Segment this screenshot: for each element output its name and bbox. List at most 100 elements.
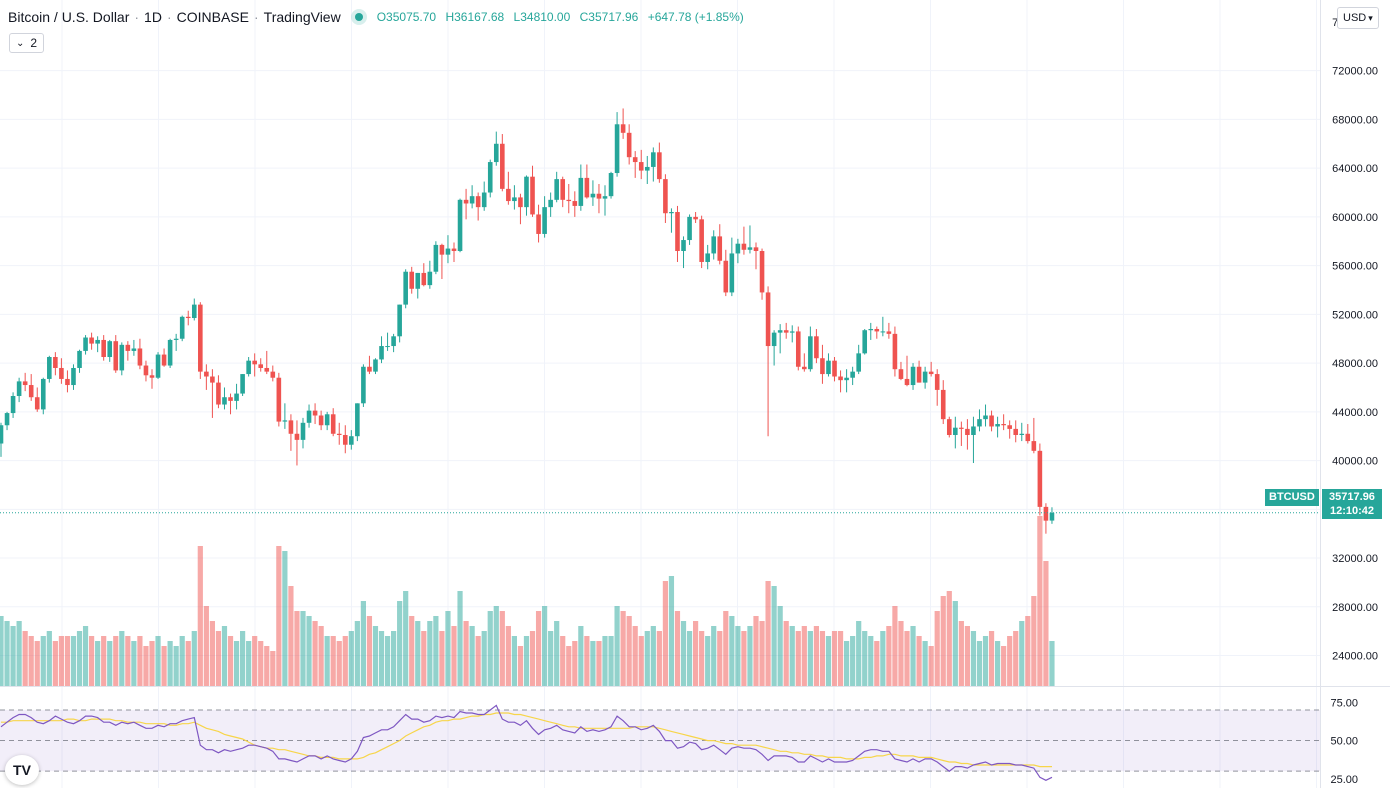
candle — [318, 410, 324, 431]
symbol-name[interactable]: Bitcoin / U.S. Dollar — [8, 9, 130, 25]
candle — [409, 266, 415, 294]
candle-body — [324, 414, 330, 426]
candle — [246, 357, 251, 377]
candle — [971, 416, 976, 464]
volume-bar — [391, 631, 397, 686]
volume-bar — [928, 646, 934, 686]
candle-body — [977, 419, 982, 427]
candle — [258, 358, 264, 372]
indicators-toggle-button[interactable]: ⌄ 2 — [9, 33, 45, 53]
volume-bar — [46, 631, 52, 686]
candle-body — [10, 396, 16, 414]
candle — [439, 243, 445, 280]
price-axis-label: 52000.00 — [1332, 309, 1378, 321]
candle — [518, 193, 523, 225]
price-axis-label: 40000.00 — [1332, 456, 1378, 468]
volume-bar — [155, 636, 161, 686]
candle — [705, 244, 710, 270]
candle — [493, 131, 499, 166]
candle — [530, 165, 535, 217]
candle-body — [264, 367, 270, 372]
candle — [143, 360, 149, 382]
candle — [0, 422, 4, 457]
volume-bar — [874, 641, 880, 686]
tradingview-logo-icon[interactable]: TV — [5, 755, 39, 785]
volume-bar — [578, 626, 584, 686]
volume-bar — [360, 601, 366, 686]
candle-body — [681, 240, 686, 252]
candle — [349, 430, 354, 450]
candle — [717, 224, 723, 265]
candle-body — [131, 348, 137, 351]
volume-bar — [82, 626, 89, 686]
candle — [22, 372, 28, 392]
volume-bar — [1013, 631, 1019, 686]
candle — [481, 181, 487, 211]
candle — [137, 338, 143, 370]
candle — [1025, 424, 1031, 444]
volume-bar — [693, 621, 699, 686]
candle — [264, 350, 270, 375]
candle-body — [1025, 433, 1031, 442]
candle — [934, 369, 940, 406]
volume-bar — [904, 631, 910, 686]
candle — [608, 171, 614, 199]
candle — [808, 326, 813, 372]
price-axis-label: 24000.00 — [1332, 651, 1378, 663]
volume-bar — [397, 601, 403, 686]
candle-body — [0, 425, 4, 444]
candle — [1043, 503, 1049, 534]
candle — [53, 352, 58, 376]
volume-bar — [705, 636, 711, 686]
candle-body — [246, 360, 251, 375]
candle-body — [675, 212, 680, 252]
high-key: H — [445, 10, 455, 24]
volume-bar — [270, 651, 276, 686]
candle-body — [620, 124, 626, 133]
volume-bar — [614, 606, 620, 686]
candle-body — [427, 271, 433, 286]
candle-body — [1007, 425, 1012, 429]
candle-body — [457, 199, 463, 252]
candle-body — [735, 243, 741, 254]
candle — [928, 361, 934, 377]
candle — [886, 322, 892, 339]
candle-body — [330, 414, 336, 434]
candle — [300, 417, 306, 449]
candle-body — [910, 366, 916, 386]
volume-bar — [626, 616, 632, 686]
last-price-tag: 35717.96 12:10:42 — [1322, 489, 1382, 519]
volume-bar — [1019, 621, 1025, 686]
candle — [385, 332, 390, 351]
candle-body — [65, 378, 70, 386]
volume-bar — [348, 631, 354, 686]
candle — [644, 155, 650, 184]
candle — [765, 286, 771, 437]
volume-bar — [372, 626, 379, 686]
candle — [10, 392, 16, 418]
candle — [222, 387, 227, 410]
candle — [892, 326, 898, 377]
volume-bar — [566, 646, 572, 686]
candle-body — [433, 244, 439, 272]
interval-label[interactable]: 1D — [144, 9, 162, 25]
volume-bar — [227, 636, 234, 686]
volume-bar — [125, 636, 131, 686]
currency-select[interactable]: USD ▾ — [1337, 7, 1379, 29]
candle-body — [657, 152, 662, 180]
volume-bar — [378, 631, 385, 686]
candle-body — [596, 193, 602, 199]
candle-body — [336, 433, 342, 435]
candle-body — [149, 375, 155, 378]
candle-body — [832, 360, 837, 377]
candle-body — [53, 357, 58, 368]
candle-body — [638, 162, 644, 171]
volume-bar — [457, 591, 463, 686]
volume-bar — [58, 636, 64, 686]
candle — [874, 326, 880, 339]
volume-bar — [300, 611, 306, 686]
volume-bar — [233, 641, 240, 686]
candle — [802, 353, 807, 372]
candle-body — [663, 179, 668, 214]
